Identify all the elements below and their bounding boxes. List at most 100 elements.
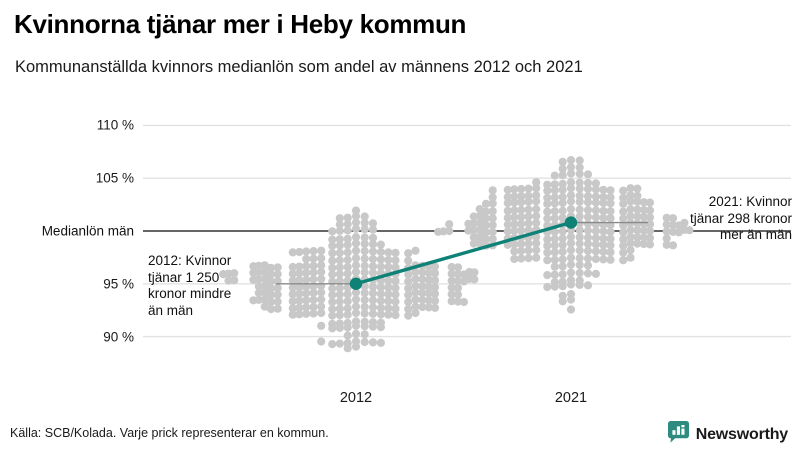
- swarm-dot: [558, 262, 567, 271]
- swarm-dot: [583, 219, 593, 228]
- swarm-dot: [368, 309, 378, 318]
- swarm-dot: [376, 289, 385, 298]
- swarm-dot: [464, 219, 473, 228]
- swarm-dot: [488, 207, 497, 216]
- swarm-dot: [550, 248, 559, 257]
- swarm-dot: [328, 305, 337, 314]
- swarm-dot: [404, 311, 413, 320]
- swarm-dot: [360, 337, 369, 347]
- swarm-dot: [343, 226, 352, 235]
- swarm-dot: [295, 310, 304, 319]
- swarm-dot: [295, 247, 304, 257]
- swarm-dot: [328, 290, 337, 300]
- swarm-dot: [558, 255, 567, 264]
- swarm-dot: [543, 271, 552, 280]
- swarm-dot: [524, 219, 533, 228]
- swarm-dot: [360, 317, 369, 326]
- swarm-dot: [384, 248, 393, 257]
- swarm-dot: [591, 198, 601, 207]
- swarm-dot: [543, 207, 552, 216]
- swarm-dot: [376, 338, 385, 347]
- swarm-dot: [503, 206, 512, 215]
- swarm-dot: [639, 226, 649, 235]
- swarm-dot: [524, 246, 533, 255]
- swarm-dot: [599, 192, 608, 202]
- source-note: Källa: SCB/Kolada. Varje prick represent…: [10, 426, 329, 440]
- swarm-dot: [668, 227, 678, 236]
- swarm-dot: [360, 225, 369, 234]
- swarm-dot: [633, 191, 642, 200]
- swarm-dot: [524, 191, 533, 200]
- swarm-dot: [266, 305, 276, 314]
- swarm-dot: [645, 213, 655, 222]
- swarm-dot: [302, 309, 311, 318]
- swarm-dot: [532, 212, 541, 221]
- swarm-dot: [418, 295, 427, 304]
- swarm-dot: [575, 226, 584, 235]
- swarm-dot: [591, 233, 601, 243]
- swarm-dot: [503, 198, 512, 208]
- swarm-dot: [266, 284, 276, 293]
- swarm-dot: [488, 186, 497, 195]
- swarm-dot: [633, 212, 642, 221]
- swarm-dot: [328, 241, 337, 250]
- swarm-dot: [328, 319, 337, 328]
- swarm-dot: [524, 184, 533, 193]
- swarm-dot: [424, 296, 433, 305]
- swarm-dot: [583, 246, 593, 255]
- swarm-dot: [391, 297, 400, 306]
- swarm-dot: [404, 284, 413, 293]
- swarm-dot: [633, 184, 642, 193]
- swarm-dot: [517, 198, 526, 207]
- y-axis-tick-label: 95 %: [103, 276, 134, 292]
- swarm-dot: [411, 288, 420, 297]
- swarm-dot: [328, 284, 337, 293]
- swarm-dot: [524, 226, 533, 235]
- swarm-dot: [633, 219, 642, 228]
- swarm-dot: [302, 303, 311, 312]
- swarm-dot: [532, 184, 541, 193]
- swarm-dot: [351, 308, 361, 318]
- swarm-dot: [288, 283, 297, 292]
- swarm-dot: [481, 228, 491, 237]
- swarm-dot: [524, 239, 533, 248]
- swarm-dot: [469, 212, 478, 221]
- swarm-dot: [543, 235, 552, 244]
- swarm-dot: [606, 248, 615, 257]
- swarm-dot: [591, 269, 601, 278]
- swarm-dot: [368, 247, 378, 256]
- swarm-dot: [328, 340, 337, 349]
- swarm-dot: [550, 227, 559, 236]
- swarm-dot: [260, 302, 269, 311]
- swarm-dot: [309, 275, 318, 284]
- swarm-dot: [384, 276, 393, 285]
- swarm-dot: [550, 186, 559, 195]
- swarm-dot: [619, 199, 628, 208]
- highlight-trend-line: [354, 220, 573, 286]
- swarm-dot: [543, 199, 552, 208]
- swarm-dot: [558, 247, 567, 256]
- swarm-dot: [351, 302, 361, 311]
- y-axis-tick-label: 110 %: [96, 117, 134, 133]
- swarm-dot: [368, 225, 378, 234]
- swarm-dot: [391, 290, 400, 299]
- swarm-dot: [583, 170, 593, 179]
- swarm-dot: [566, 253, 576, 262]
- swarm-dot: [488, 227, 497, 236]
- swarm-dot: [360, 261, 369, 270]
- swarm-dot: [481, 199, 491, 208]
- swarm-dot: [351, 295, 361, 304]
- swarm-dot: [424, 275, 433, 284]
- swarm-dot: [475, 239, 484, 248]
- swarm-dot: [558, 198, 567, 208]
- swarm-dot: [360, 218, 369, 227]
- swarm-dot: [302, 282, 311, 291]
- swarm-dot: [376, 296, 385, 305]
- swarm-dot: [558, 277, 567, 286]
- swarm-dot: [583, 226, 593, 235]
- swarm-dot: [418, 282, 427, 291]
- swarm-dot: [418, 288, 427, 297]
- swarm-dot: [550, 214, 559, 223]
- swarm-dot: [558, 179, 567, 188]
